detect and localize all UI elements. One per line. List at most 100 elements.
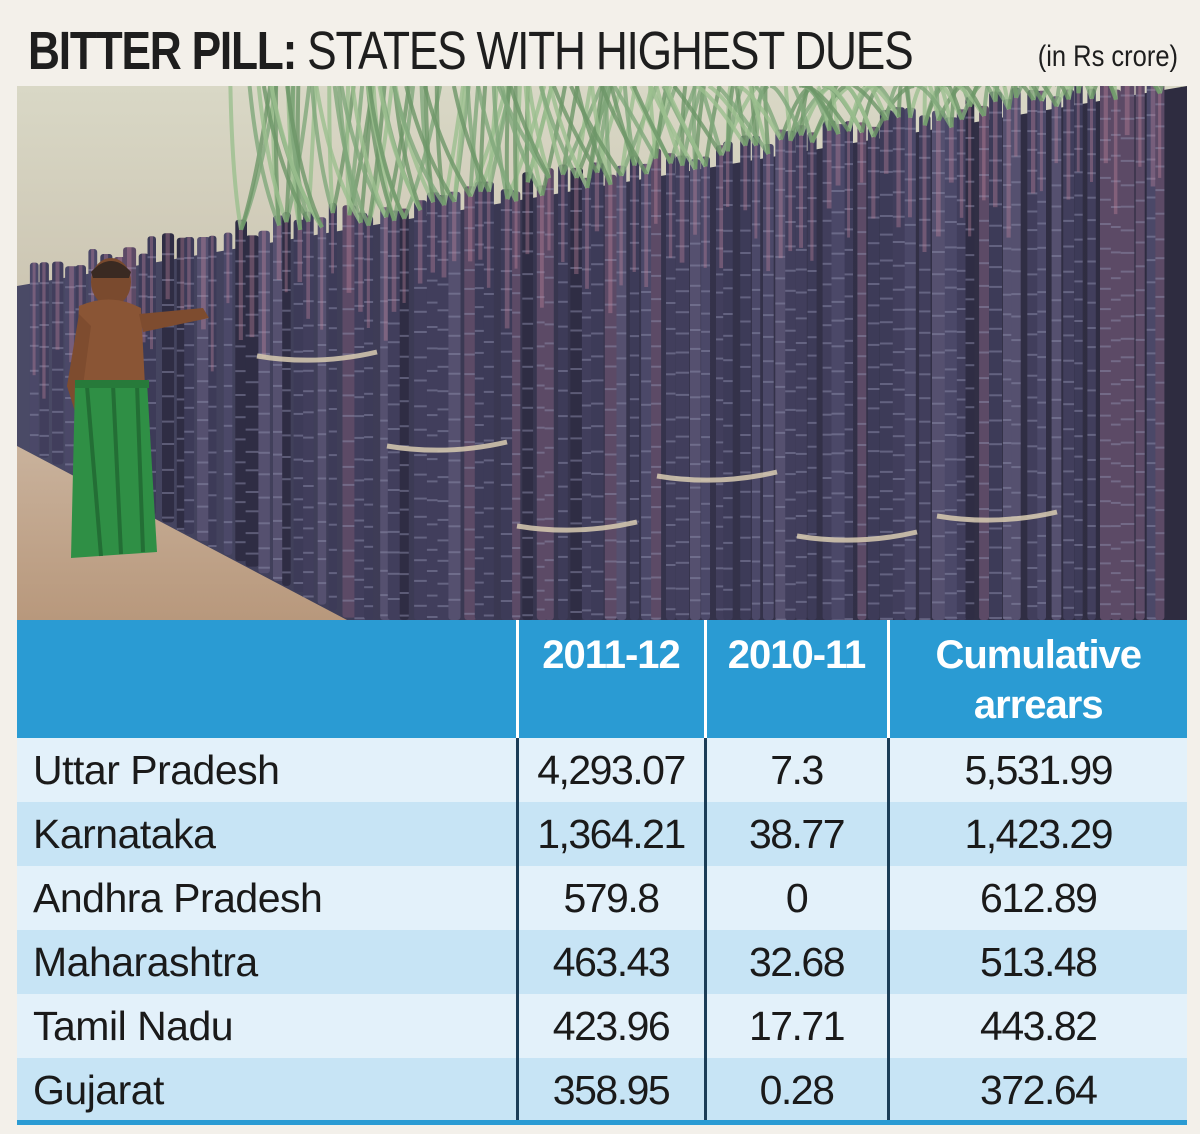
cane-leaf [998, 86, 1011, 110]
cane-node [1051, 398, 1062, 401]
cane-node [867, 431, 880, 434]
cane-node [591, 473, 604, 475]
cane-node [892, 412, 905, 415]
cane-node [500, 209, 515, 212]
cane-node [616, 560, 627, 563]
cane-node [1135, 221, 1145, 224]
cane-node [716, 186, 727, 189]
cane-node [1135, 199, 1145, 202]
cane-node [795, 225, 807, 228]
cane-node [354, 617, 368, 620]
cane-node [1027, 293, 1040, 296]
cane-node [751, 446, 761, 449]
cane-node [1027, 130, 1040, 133]
cane-node [591, 205, 604, 208]
cane-highlight [441, 195, 447, 278]
cane-node [437, 582, 452, 585]
cane-node [932, 601, 946, 604]
cane-highlight [1054, 96, 1058, 164]
cane-node [536, 321, 548, 324]
cane-node [701, 395, 710, 398]
cane-stalk [919, 115, 931, 620]
cane-node [892, 264, 905, 267]
cane-node [558, 325, 568, 328]
cane-node [892, 498, 905, 501]
cane-node [258, 431, 270, 434]
cane-leaf [937, 86, 954, 128]
cane-node [956, 288, 967, 291]
cane-node [448, 505, 461, 508]
cane-node [1002, 293, 1015, 296]
cane-node [1110, 339, 1121, 342]
cane-node [448, 392, 461, 395]
cane-node [979, 508, 989, 510]
cane-node [989, 509, 1002, 512]
cane-node [651, 384, 662, 387]
cane-node [354, 479, 368, 482]
cane-node [1051, 436, 1062, 439]
cane-node [919, 397, 931, 400]
cane-highlight [726, 141, 730, 207]
cane-node [723, 608, 733, 611]
cane-node [716, 505, 727, 508]
cane-node [426, 570, 440, 572]
cane-node [944, 368, 959, 371]
cane-node [474, 377, 487, 380]
cane-node [723, 204, 733, 206]
cane-highlight [788, 130, 793, 252]
cane-node [867, 407, 880, 410]
cane-node [544, 342, 554, 345]
cane-node [965, 602, 975, 605]
cane-node [399, 508, 409, 511]
cane-node [1146, 217, 1160, 220]
cane-highlight [42, 262, 46, 399]
column-header-state [17, 620, 517, 738]
cane-node [892, 215, 905, 218]
value-cumulative: 1,423.29 [886, 802, 1187, 866]
cane-node [1051, 615, 1062, 618]
cane-stalk [1087, 88, 1096, 620]
cane-node [616, 462, 627, 465]
cane-node [1063, 315, 1075, 318]
cane-node [1011, 382, 1021, 385]
cane-node [52, 431, 64, 434]
cane-node [944, 221, 959, 223]
cane-node [775, 551, 787, 554]
cane-stalk [328, 203, 337, 611]
cane-node [1002, 462, 1015, 464]
cane-node [414, 220, 427, 223]
cane-node [500, 394, 515, 397]
cane-stalk [426, 192, 440, 620]
cane-node [604, 216, 617, 219]
cane-node [1110, 480, 1121, 483]
cane-node [785, 517, 796, 520]
cane-node [604, 234, 617, 237]
cane-node [570, 437, 583, 440]
cane-node [245, 381, 259, 384]
cane-node [512, 404, 521, 407]
cane-node [857, 142, 867, 145]
cane-highlight [719, 145, 724, 269]
table-row: Tamil Nadu 423.96 17.71 443.82 [17, 994, 1187, 1058]
cane-leaf [1054, 86, 1068, 107]
cane-node [989, 203, 1002, 206]
cane-node [570, 415, 583, 418]
cane-node [1051, 482, 1062, 485]
cane-node [629, 539, 640, 542]
cane-node [581, 426, 593, 429]
cane-highlight [883, 110, 889, 174]
cane-node [629, 335, 640, 338]
cane-node [52, 301, 64, 304]
cane-node [1051, 457, 1062, 460]
cane-node [1002, 206, 1015, 209]
cane-node [414, 286, 427, 289]
cane-node [979, 148, 989, 151]
cane-node [1110, 402, 1121, 405]
cane-node [979, 401, 989, 403]
cane-node [176, 349, 189, 352]
cane-node [740, 515, 751, 518]
cane-highlight [608, 174, 613, 314]
cane-node [342, 599, 357, 602]
cane-node [932, 172, 946, 175]
cane-node [629, 398, 640, 401]
